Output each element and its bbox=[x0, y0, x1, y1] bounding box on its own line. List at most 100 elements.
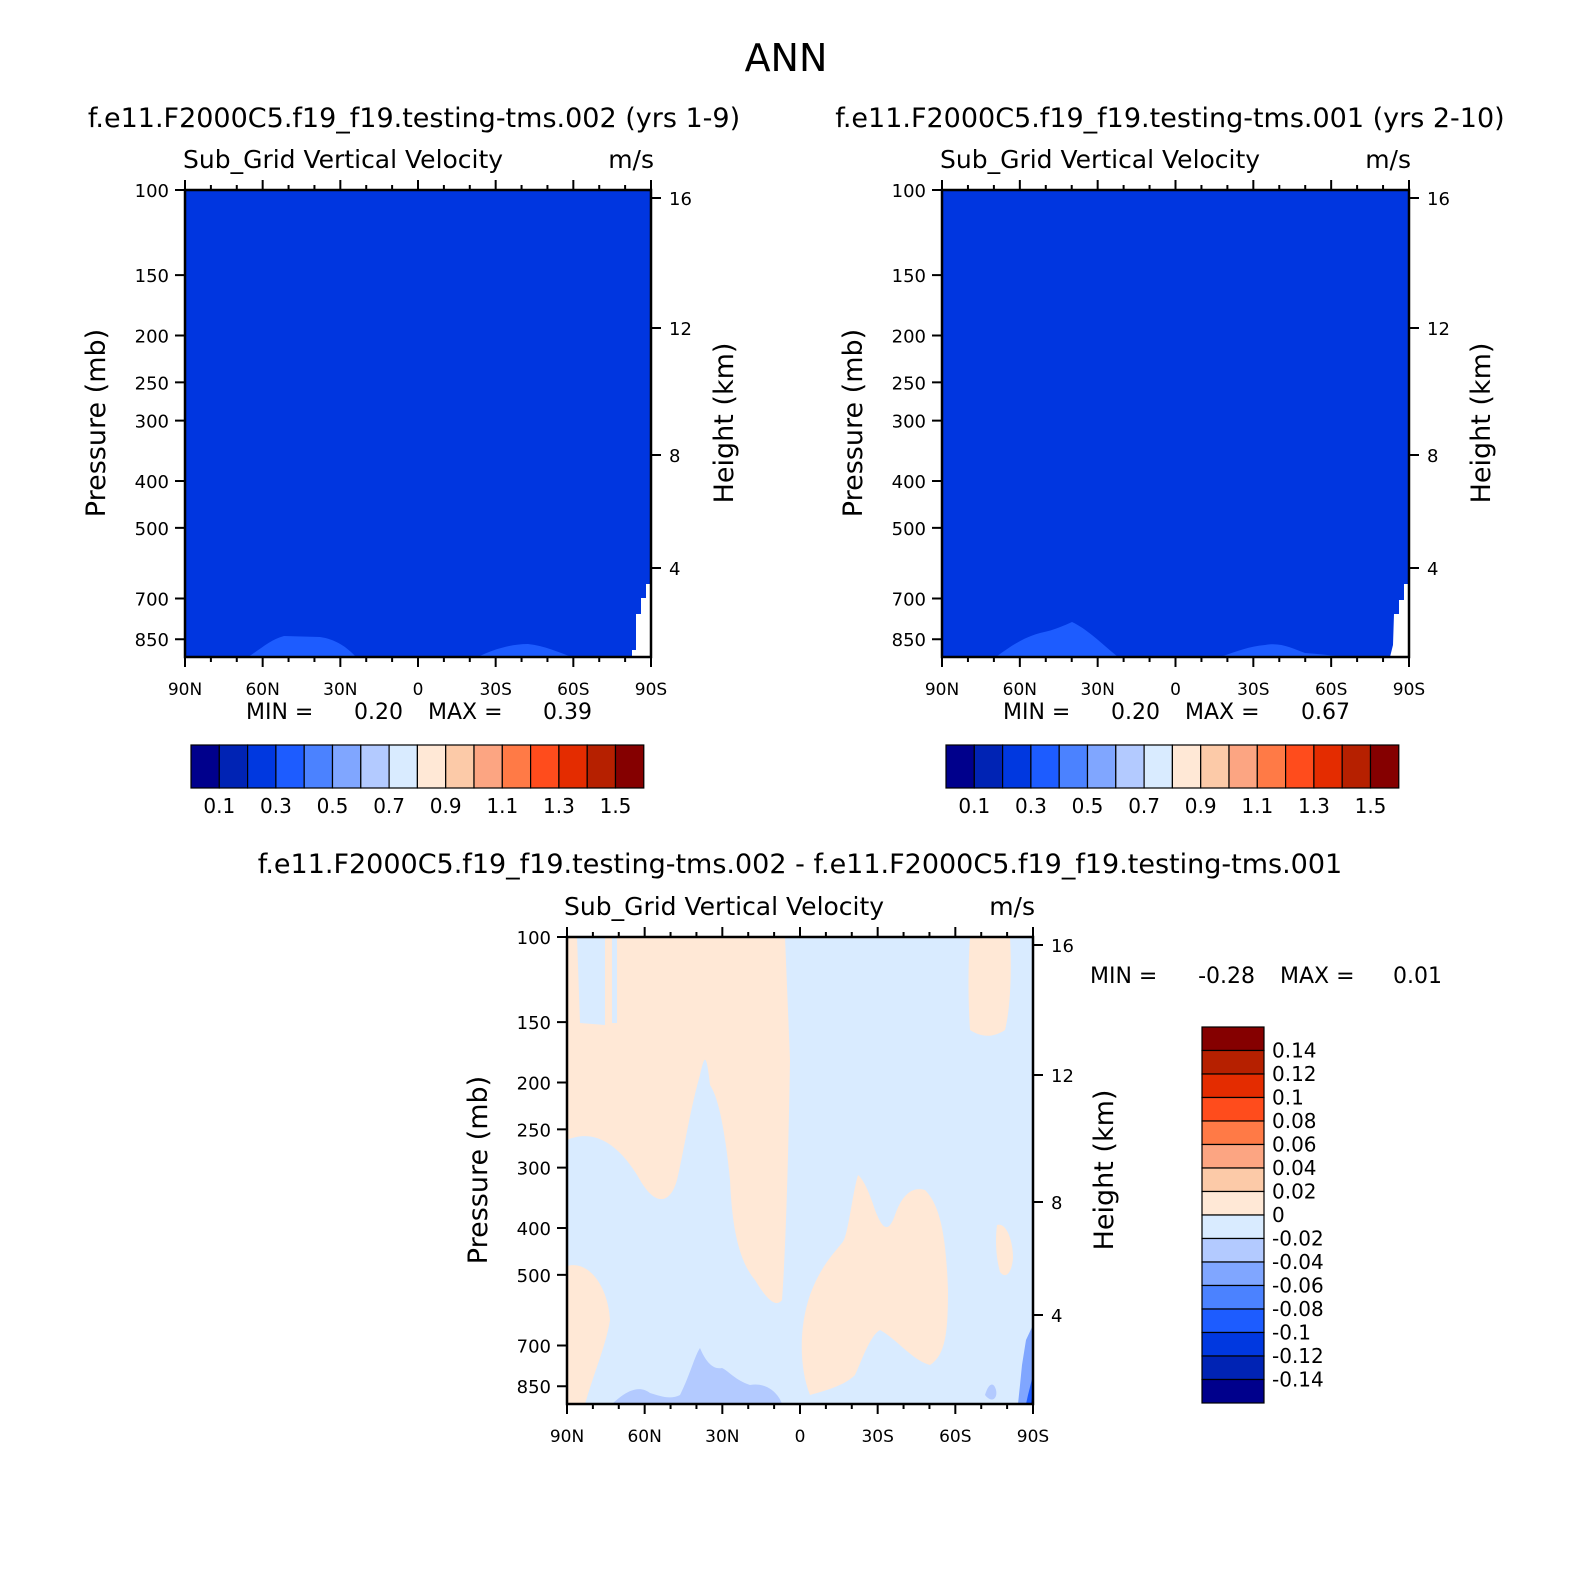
colorbar-swatch bbox=[1201, 1331, 1265, 1357]
y2-tick-label: 8 bbox=[1427, 446, 1438, 467]
x-tick-label: 0 bbox=[1170, 680, 1181, 700]
panel-left-contour-nh bbox=[248, 636, 356, 657]
y2-tick-label: 12 bbox=[669, 319, 692, 340]
colorbar-label: 0.9 bbox=[1185, 794, 1217, 818]
x-tick-label: 60N bbox=[627, 1427, 661, 1447]
colorbar-swatch bbox=[1200, 744, 1230, 789]
colorbar-swatch bbox=[614, 744, 645, 789]
colorbar-swatch bbox=[586, 744, 617, 789]
colorbar-swatch bbox=[1030, 744, 1060, 789]
colorbar-swatch bbox=[945, 744, 975, 789]
y2-tick-label: 12 bbox=[1051, 1066, 1074, 1087]
y-tick-label: 500 bbox=[517, 1266, 551, 1287]
y2-tick-label: 4 bbox=[1427, 559, 1438, 580]
panel-diff-contour-negative-sh-spot bbox=[985, 1384, 997, 1400]
panel-left-contour-sh bbox=[478, 644, 572, 657]
colorbar-label: 0.08 bbox=[1272, 1109, 1317, 1133]
y-tick-label: 150 bbox=[517, 1013, 551, 1034]
x-tick-label: 60N bbox=[245, 680, 279, 700]
panel-right-max-label: MAX = bbox=[1185, 700, 1260, 725]
x-tick-label: 90N bbox=[550, 1427, 584, 1447]
panel-left-units: m/s bbox=[608, 145, 654, 174]
x-tick-label: 90S bbox=[1393, 680, 1425, 700]
panel-right-min-value: 0.20 bbox=[1111, 700, 1160, 725]
panel-diff: f.e11.F2000C5.f19_f19.testing-tms.002 - … bbox=[258, 849, 1442, 1447]
colorbar-label: -0.04 bbox=[1272, 1250, 1324, 1274]
colorbar-label: 0 bbox=[1272, 1203, 1285, 1227]
colorbar-swatch bbox=[1201, 1261, 1265, 1287]
panel-right-contour-sh bbox=[1220, 644, 1342, 657]
panel-right-min-label: MIN = bbox=[1003, 700, 1070, 725]
panel-diff-units: m/s bbox=[989, 892, 1035, 921]
colorbar-swatch bbox=[1201, 1237, 1265, 1263]
x-tick-label: 30S bbox=[861, 1427, 893, 1447]
x-tick-label: 90N bbox=[925, 680, 959, 700]
colorbar-swatch bbox=[1201, 1096, 1265, 1122]
colorbar-label: 1.5 bbox=[1355, 794, 1387, 818]
x-tick-label: 90N bbox=[168, 680, 202, 700]
panel-right-max-value: 0.67 bbox=[1301, 700, 1350, 725]
colorbar-label: 0.5 bbox=[1072, 794, 1104, 818]
colorbar-label: 1.3 bbox=[543, 794, 575, 818]
colorbar-swatch bbox=[247, 744, 277, 789]
y2-tick-label: 12 bbox=[1427, 319, 1450, 340]
y-tick-label: 700 bbox=[517, 1336, 551, 1357]
y2-tick-label: 16 bbox=[1427, 189, 1450, 210]
panel-diff-y2label: Height (km) bbox=[1089, 1090, 1120, 1251]
y-tick-label: 200 bbox=[135, 327, 169, 348]
colorbar-label: 1.5 bbox=[600, 794, 632, 818]
panel-left-background-fill bbox=[185, 190, 651, 657]
y-tick-label: 100 bbox=[892, 181, 926, 202]
y-tick-label: 850 bbox=[135, 630, 169, 651]
colorbar-swatch bbox=[1201, 1284, 1265, 1310]
x-tick-label: 0 bbox=[795, 1427, 806, 1447]
colorbar-swatch bbox=[1201, 1143, 1265, 1169]
colorbar-label: 0.7 bbox=[373, 794, 405, 818]
colorbar-swatch bbox=[1201, 1120, 1265, 1146]
y-tick-label: 200 bbox=[892, 327, 926, 348]
colorbar-swatch bbox=[1369, 744, 1400, 789]
colorbar-label: 0.9 bbox=[430, 794, 462, 818]
colorbar-label: 1.1 bbox=[1241, 794, 1273, 818]
colorbar-swatch bbox=[1341, 744, 1372, 789]
colorbar-swatch bbox=[1313, 744, 1343, 789]
y-tick-label: 850 bbox=[517, 1377, 551, 1398]
colorbar-label: -0.1 bbox=[1272, 1321, 1311, 1345]
y2-tick-label: 16 bbox=[669, 189, 692, 210]
colorbar-swatch bbox=[1228, 744, 1258, 789]
panel-diff-contour-positive-sh bbox=[801, 1175, 948, 1395]
colorbar-swatch bbox=[473, 744, 503, 789]
panel-right-y2label: Height (km) bbox=[1466, 343, 1497, 504]
colorbar-label: -0.12 bbox=[1272, 1344, 1324, 1368]
colorbar-swatch bbox=[501, 744, 532, 789]
panel-left-colorbar: 0.1 0.3 0.5 0.7 0.9 1.1 1.3 1.5 bbox=[190, 744, 645, 818]
y-tick-label: 850 bbox=[892, 630, 926, 651]
x-tick-label: 0 bbox=[413, 680, 424, 700]
colorbar-swatch bbox=[360, 744, 390, 789]
panel-diff-contour-positive-nh-low bbox=[567, 1265, 610, 1404]
panel-right-background-fill bbox=[942, 190, 1409, 657]
panel-right-ticks: 90N 60N 30N 0 30S 60S 90S 100 150 200 250 300 400 500… bbox=[892, 180, 1450, 700]
panel-diff-max-value: 0.01 bbox=[1393, 964, 1442, 989]
colorbar-label: -0.06 bbox=[1272, 1274, 1324, 1298]
y2-tick-label: 8 bbox=[669, 446, 680, 467]
colorbar-swatch bbox=[1256, 744, 1287, 789]
panel-diff-min-label: MIN = bbox=[1090, 964, 1157, 989]
panel-diff-contour-positive-sh-upper bbox=[968, 937, 1011, 1036]
panel-right-ylabel: Pressure (mb) bbox=[838, 329, 869, 517]
colorbar-label: 0.7 bbox=[1128, 794, 1160, 818]
panel-left-min-value: 0.20 bbox=[354, 700, 403, 725]
panel-right-contour-nh bbox=[996, 622, 1118, 657]
x-tick-label: 60N bbox=[1003, 680, 1037, 700]
colorbar-label: -0.08 bbox=[1272, 1297, 1324, 1321]
x-tick-label: 60S bbox=[557, 680, 589, 700]
panel-diff-ylabel: Pressure (mb) bbox=[463, 1076, 494, 1264]
panel-diff-contour-strong-negative bbox=[1026, 1375, 1033, 1404]
colorbar-label: 0.1 bbox=[203, 794, 235, 818]
colorbar-swatch bbox=[1201, 1214, 1265, 1240]
colorbar-swatch bbox=[529, 744, 560, 789]
panel-left-missing-region bbox=[632, 584, 651, 657]
panel-right: f.e11.F2000C5.f19_f19.testing-tms.001 (y… bbox=[835, 103, 1504, 818]
panel-diff-ticks: 90N 60N 30N 0 30S 60S 90S 100 150 200 250 300 400 500… bbox=[517, 927, 1074, 1447]
